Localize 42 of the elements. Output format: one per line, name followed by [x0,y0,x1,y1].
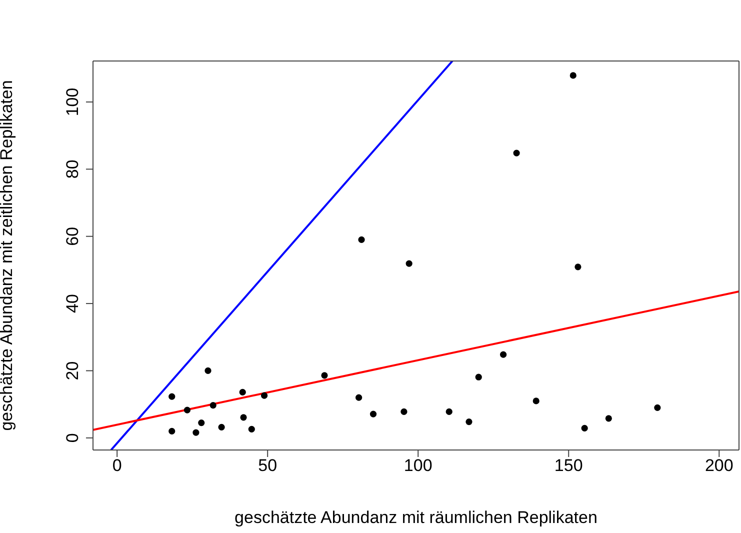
point [500,351,507,358]
point [184,406,191,414]
point [370,410,377,418]
point [400,408,408,416]
y-tick-label: 100 [63,88,82,116]
x-tick-label: 0 [112,456,122,476]
point [513,150,520,156]
point [532,398,540,404]
point [168,428,176,434]
x-tick-label: 100 [404,456,432,476]
point [574,264,582,270]
point [321,372,328,379]
point [192,429,200,436]
point [605,415,612,422]
point [466,418,472,426]
point [446,408,452,416]
point [204,367,212,374]
point [210,402,216,409]
point [358,236,365,244]
y-tick-label: 60 [63,226,82,246]
point [239,388,246,396]
y-tick-label: 80 [63,160,82,179]
point [406,260,412,267]
x-tick-label: 150 [554,456,583,476]
point [240,414,247,421]
point [198,419,205,426]
point [356,394,362,401]
point [475,374,482,380]
point [570,72,576,79]
x-tick-label: 200 [704,456,734,476]
x-axis-title: geschätzte Abundanz mit räumlichen Replikaten [234,508,598,527]
point [248,426,255,432]
point [218,424,225,430]
x-tick-label: 50 [258,456,278,476]
point [168,393,176,400]
y-axis-title: geschätzte Abundanz mit zeitlichen Replikaten [0,80,16,431]
point [260,392,268,399]
y-tick-label: 0 [63,433,82,443]
y-tick-label: 20 [63,361,82,380]
point [654,404,661,411]
y-tick-label: 40 [63,294,82,313]
point [581,424,588,432]
